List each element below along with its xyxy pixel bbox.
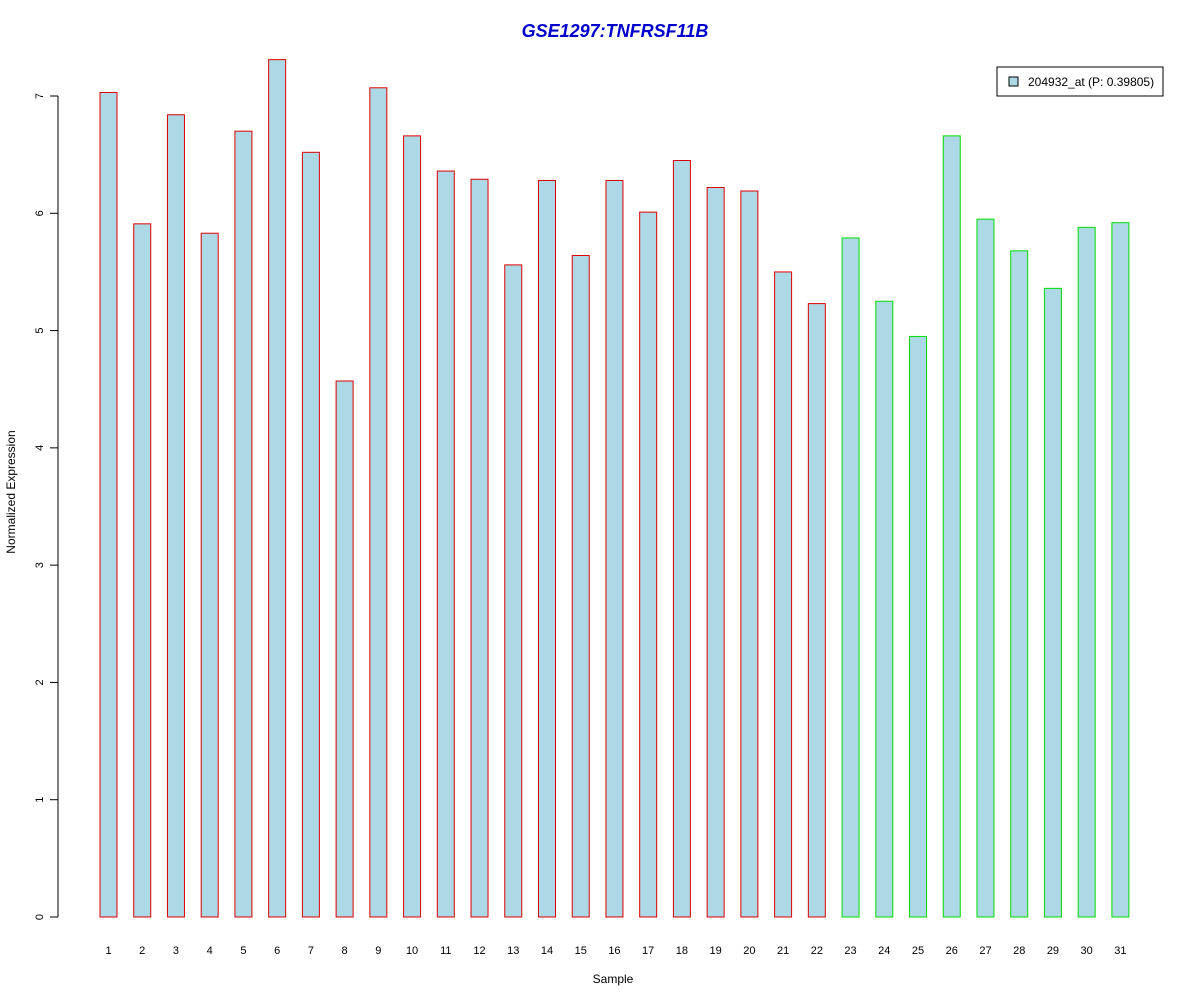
x-tick-label: 31	[1114, 945, 1126, 957]
bar-sample-7	[301, 151, 320, 918]
x-tick-label: 13	[507, 945, 519, 957]
bar-sample-18	[672, 160, 691, 918]
x-tick-label: 29	[1047, 945, 1059, 957]
x-tick-label: 5	[240, 945, 246, 957]
x-tick-label: 8	[342, 945, 348, 957]
bar-sample-26	[942, 135, 961, 918]
y-tick-label: 3	[34, 562, 46, 568]
bar-sample-22	[807, 303, 826, 918]
x-tick-label: 20	[743, 945, 755, 957]
x-tick-label: 26	[946, 945, 958, 957]
x-tick-label: 2	[139, 945, 145, 957]
x-tick-label: 7	[308, 945, 314, 957]
y-tick-label: 5	[34, 328, 46, 334]
bar-sample-31	[1111, 222, 1130, 918]
y-axis-label: Normalized Expression	[4, 430, 18, 553]
bar-sample-17	[639, 211, 658, 918]
bar-sample-1	[99, 91, 118, 918]
y-tick-label: 7	[34, 93, 46, 99]
bar-sample-20	[740, 190, 759, 918]
bar-sample-14	[537, 179, 556, 918]
bar-sample-6	[268, 59, 287, 918]
legend: 204932_at (P: 0.39805)	[996, 66, 1164, 97]
x-tick-label: 19	[710, 945, 722, 957]
x-tick-label: 18	[676, 945, 688, 957]
x-tick-label: 3	[173, 945, 179, 957]
y-tick-label: 1	[34, 797, 46, 803]
y-axis: 0 1 2 3 4 5 6 7	[34, 93, 59, 920]
x-tick-label: 23	[844, 945, 856, 957]
x-tick-label: 9	[375, 945, 381, 957]
x-tick-label: 1	[105, 945, 111, 957]
bar-sample-16	[605, 179, 624, 918]
x-tick-label: 17	[642, 945, 654, 957]
bar-sample-9	[369, 87, 388, 918]
y-tick-label: 2	[34, 679, 46, 685]
bar-sample-21	[774, 271, 793, 918]
bar-sample-10	[403, 135, 422, 918]
bar-sample-29	[1043, 287, 1062, 918]
x-tick-label: 14	[541, 945, 553, 957]
y-tick-label: 0	[34, 914, 46, 920]
x-tick-label: 30	[1081, 945, 1093, 957]
bars-group	[99, 59, 1130, 918]
bar-sample-15	[571, 255, 590, 918]
x-tick-label: 10	[406, 945, 418, 957]
bar-sample-27	[976, 218, 995, 918]
bar-sample-2	[133, 223, 152, 918]
bar-sample-11	[436, 170, 455, 918]
y-tick-label: 4	[34, 445, 46, 451]
x-axis-label: Sample	[593, 972, 634, 986]
chart-title: GSE1297:TNFRSF11B	[522, 21, 709, 41]
x-tick-label: 25	[912, 945, 924, 957]
bar-sample-24	[875, 300, 894, 918]
x-tick-labels: 1 2 3 4 5 6 7 8 9 10 11 12 13 14 15 16 17 18 19 20 21 22 23 24 2…	[105, 945, 1126, 957]
x-tick-label: 27	[979, 945, 991, 957]
legend-swatch	[1008, 76, 1019, 87]
bar-sample-12	[470, 178, 489, 918]
bar-sample-13	[504, 264, 523, 918]
legend-label: 204932_at (P: 0.39805)	[1028, 75, 1154, 89]
x-tick-label: 16	[608, 945, 620, 957]
x-tick-label: 12	[473, 945, 485, 957]
legend-box	[996, 66, 1164, 97]
x-tick-label: 4	[207, 945, 213, 957]
x-tick-label: 11	[440, 945, 451, 957]
bar-sample-3	[166, 114, 185, 918]
x-tick-label: 28	[1013, 945, 1025, 957]
bar-sample-25	[909, 335, 928, 918]
y-tick-label: 6	[34, 210, 46, 216]
bar-sample-19	[706, 186, 725, 918]
bar-sample-30	[1077, 226, 1096, 918]
x-tick-label: 22	[811, 945, 823, 957]
bar-sample-23	[841, 237, 860, 918]
bar-sample-4	[200, 232, 219, 918]
bar-sample-8	[335, 380, 354, 918]
x-tick-label: 24	[878, 945, 890, 957]
x-tick-label: 6	[274, 945, 280, 957]
x-tick-label: 21	[777, 945, 789, 957]
bar-sample-5	[234, 130, 253, 918]
bar-sample-28	[1010, 250, 1029, 918]
x-tick-label: 15	[575, 945, 587, 957]
